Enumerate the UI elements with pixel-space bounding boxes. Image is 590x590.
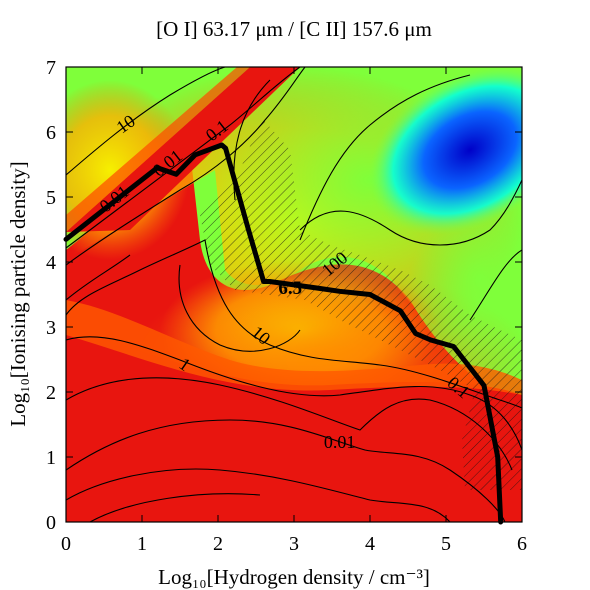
- contour-lines: [66, 67, 522, 522]
- y-tick-label: 0: [46, 512, 56, 534]
- y-tick-label: 5: [46, 187, 56, 209]
- y-tick-label: 6: [46, 122, 56, 144]
- x-tick-label: 3: [289, 533, 299, 555]
- y-axis-label: Log₁₀[Ionising particle density]: [6, 161, 30, 426]
- y-tick-label: 1: [46, 447, 56, 469]
- chart-title: [O I] 63.17 μm / [C II] 157.6 μm: [156, 17, 432, 41]
- y-tick-label: 7: [46, 57, 56, 79]
- x-tick-label: 1: [137, 533, 147, 555]
- y-axis: 0 1 2 3 4 5 6 7: [46, 57, 522, 534]
- x-axis-label: Log₁₀[Hydrogen density / cm⁻³]: [158, 565, 430, 589]
- x-tick-label: 0: [61, 533, 71, 555]
- x-tick-label: 4: [365, 533, 375, 555]
- y-tick-label: 4: [46, 252, 56, 274]
- x-tick-label: 5: [441, 533, 451, 555]
- highlight-contour-label: 6.5: [278, 278, 302, 299]
- contour-label: 0.01: [324, 432, 356, 452]
- x-tick-label: 2: [213, 533, 223, 555]
- hatched-region: [200, 118, 522, 490]
- x-tick-label: 6: [517, 533, 527, 555]
- x-axis: 0 1 2 3 4 5 6: [61, 67, 527, 555]
- highlight-contour-6-5: [63, 142, 504, 525]
- y-tick-label: 3: [46, 317, 56, 339]
- y-tick-label: 2: [46, 382, 56, 404]
